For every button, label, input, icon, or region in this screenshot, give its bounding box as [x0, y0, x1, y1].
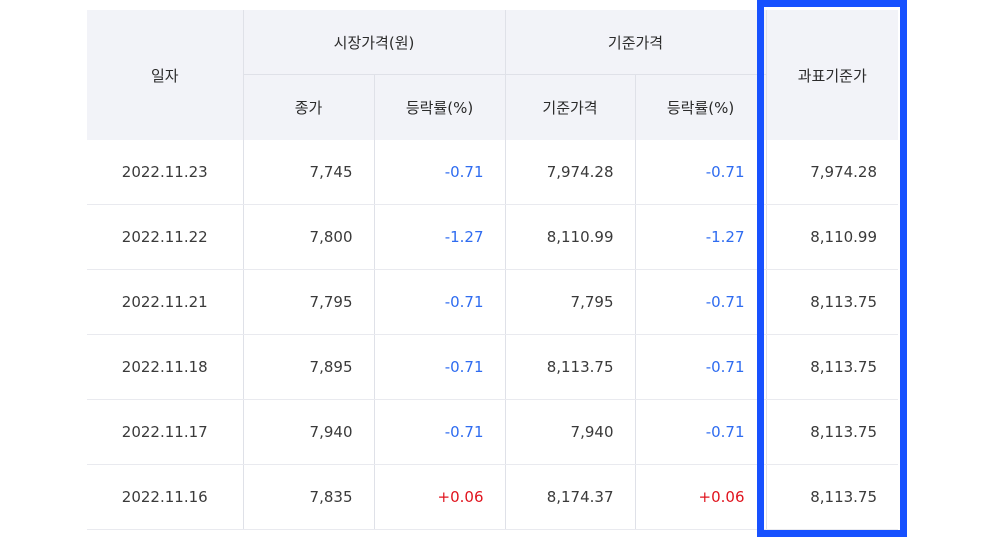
cell-tax-base-price: 8,113.75: [765, 399, 899, 465]
cell-date: 2022.11.18: [87, 334, 243, 400]
cell-base-price: 7,974.28: [504, 140, 635, 205]
header-market-change-rate: 등락률(%): [373, 74, 505, 140]
cell-base-price: 8,113.75: [504, 334, 635, 400]
cell-tax-base-price: 8,113.75: [765, 269, 899, 335]
cell-base-change-rate: -0.71: [634, 334, 767, 400]
cell-market-change-rate: -0.71: [373, 269, 505, 335]
header-date: 일자: [87, 10, 243, 140]
header-base-price: 기준가격: [504, 74, 635, 140]
cell-close-price: 7,940: [242, 399, 374, 465]
cell-close-price: 7,745: [242, 140, 374, 205]
cell-close-price: 7,835: [242, 464, 374, 530]
cell-date: 2022.11.16: [87, 464, 243, 530]
header-tax-base-price: 과표기준가: [765, 10, 899, 140]
header-base-price-group: 기준가격: [504, 10, 767, 75]
cell-market-change-rate: -0.71: [373, 399, 505, 465]
cell-market-change-rate: -1.27: [373, 204, 505, 270]
table-row: 2022.11.23 7,745 -0.71 7,974.28 -0.71 7,…: [87, 140, 899, 205]
cell-tax-base-price: 8,113.75: [765, 464, 899, 530]
table-row: 2022.11.18 7,895 -0.71 8,113.75 -0.71 8,…: [87, 334, 899, 400]
table-row: 2022.11.16 7,835 +0.06 8,174.37 +0.06 8,…: [87, 464, 899, 530]
cell-close-price: 7,800: [242, 204, 374, 270]
header-base-change-rate: 등락률(%): [634, 74, 767, 140]
cell-base-price: 7,795: [504, 269, 635, 335]
cell-base-change-rate: -0.71: [634, 269, 767, 335]
header-close-price: 종가: [242, 74, 374, 140]
cell-tax-base-price: 8,113.75: [765, 334, 899, 400]
table-row: 2022.11.22 7,800 -1.27 8,110.99 -1.27 8,…: [87, 204, 899, 270]
cell-tax-base-price: 7,974.28: [765, 140, 899, 205]
table-row: 2022.11.17 7,940 -0.71 7,940 -0.71 8,113…: [87, 399, 899, 465]
header-market-price-group: 시장가격(원): [242, 10, 505, 75]
cell-date: 2022.11.22: [87, 204, 243, 270]
cell-close-price: 7,895: [242, 334, 374, 400]
table-row: 2022.11.21 7,795 -0.71 7,795 -0.71 8,113…: [87, 269, 899, 335]
cell-market-change-rate: +0.06: [373, 464, 505, 530]
cell-base-change-rate: -0.71: [634, 140, 767, 205]
cell-date: 2022.11.23: [87, 140, 243, 205]
cell-date: 2022.11.17: [87, 399, 243, 465]
cell-base-price: 8,110.99: [504, 204, 635, 270]
table-body: 2022.11.23 7,745 -0.71 7,974.28 -0.71 7,…: [87, 140, 899, 530]
cell-base-change-rate: -1.27: [634, 204, 767, 270]
cell-base-change-rate: +0.06: [634, 464, 767, 530]
cell-market-change-rate: -0.71: [373, 334, 505, 400]
price-history-table: 일자 시장가격(원) 기준가격 과표기준가 종가 등락률(%) 기준가격 등락률…: [87, 10, 899, 530]
cell-tax-base-price: 8,110.99: [765, 204, 899, 270]
cell-base-price: 7,940: [504, 399, 635, 465]
cell-base-change-rate: -0.71: [634, 399, 767, 465]
cell-close-price: 7,795: [242, 269, 374, 335]
cell-date: 2022.11.21: [87, 269, 243, 335]
cell-market-change-rate: -0.71: [373, 140, 505, 205]
cell-base-price: 8,174.37: [504, 464, 635, 530]
table-header: 일자 시장가격(원) 기준가격 과표기준가 종가 등락률(%) 기준가격 등락률…: [87, 10, 899, 140]
